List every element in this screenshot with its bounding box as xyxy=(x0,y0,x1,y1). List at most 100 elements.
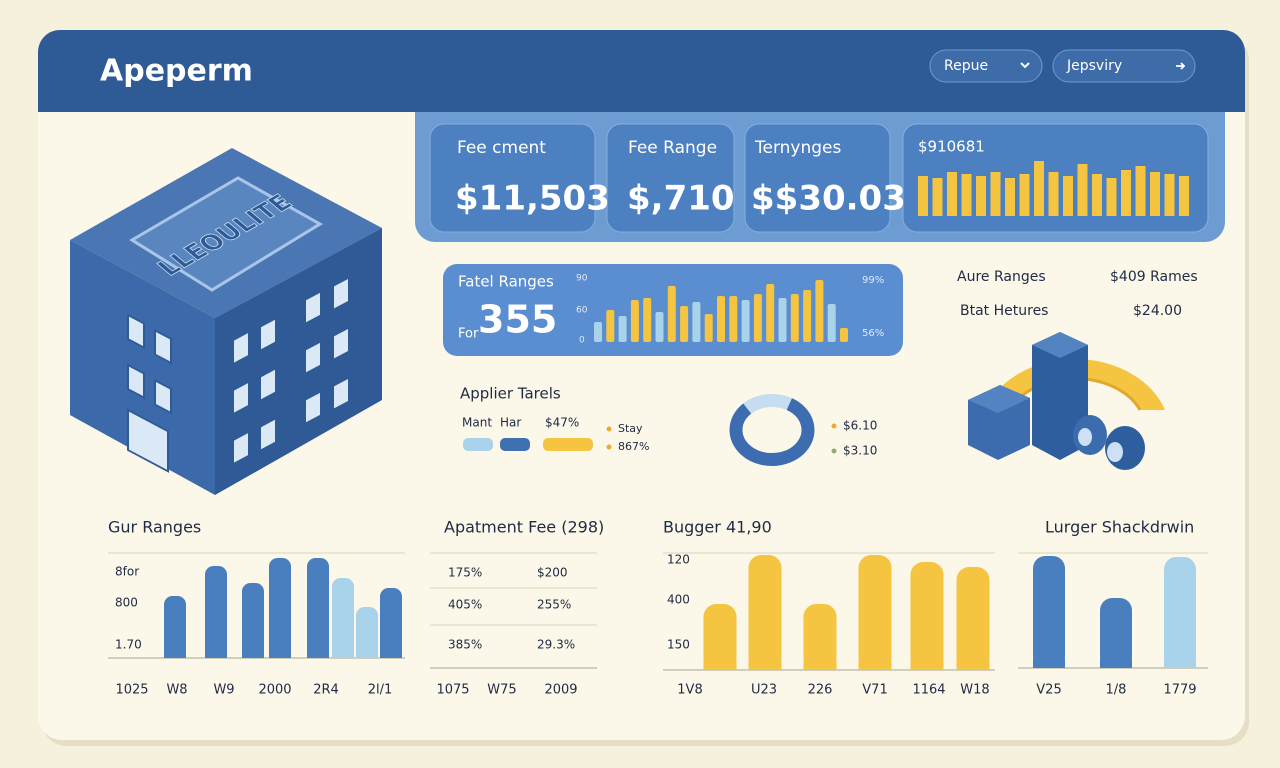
bar xyxy=(748,555,782,670)
bar xyxy=(717,296,725,342)
x-tick-label: V71 xyxy=(862,683,887,698)
bar xyxy=(332,578,354,658)
legend-label: $6.10 xyxy=(843,419,877,433)
bar-foot xyxy=(269,648,291,658)
bar xyxy=(840,328,848,342)
ranges-prefix: For xyxy=(458,327,479,342)
bar-foot xyxy=(1100,658,1132,668)
bar xyxy=(1164,174,1175,216)
bar-foot xyxy=(748,660,782,670)
bar-foot xyxy=(1164,658,1196,668)
bar xyxy=(729,296,738,342)
bar-foot xyxy=(956,660,990,670)
side-value: $409 Rames xyxy=(1110,269,1198,285)
axis-label: 0 xyxy=(579,336,585,346)
bar-foot xyxy=(910,660,944,670)
bar xyxy=(618,316,627,342)
ranges-title: Fatel Ranges xyxy=(458,273,554,291)
table-cell: 405% xyxy=(448,598,482,612)
bar xyxy=(1100,598,1132,668)
x-tick-label: V25 xyxy=(1036,683,1061,698)
bar xyxy=(961,174,972,216)
bar xyxy=(594,322,602,342)
selector-label[interactable]: Jepsviry xyxy=(1066,58,1122,74)
chart-title: Bugger 41,90 xyxy=(663,518,772,537)
bar xyxy=(269,558,291,658)
table-footer: W75 xyxy=(487,683,516,698)
bar xyxy=(932,178,943,216)
bar xyxy=(990,172,1001,216)
bar xyxy=(778,298,787,342)
kpi-card xyxy=(429,123,596,233)
dropdown[interactable] xyxy=(929,49,1043,83)
legend-label: $3.10 xyxy=(843,444,877,458)
bar-foot xyxy=(858,660,892,670)
bar-foot xyxy=(356,648,378,658)
x-tick-label: 1164 xyxy=(912,683,945,698)
bar xyxy=(803,290,812,342)
bar xyxy=(205,566,227,658)
note-dot xyxy=(606,426,612,432)
bar xyxy=(1121,170,1131,216)
kpi-value: $11,503 xyxy=(455,179,610,219)
header-base xyxy=(38,70,1245,112)
bar xyxy=(655,312,664,342)
bar xyxy=(1106,178,1117,216)
bar xyxy=(692,302,701,342)
legend-dot xyxy=(831,423,837,429)
donut-segment xyxy=(743,393,792,414)
bar xyxy=(356,607,378,658)
chevron-icon xyxy=(1020,62,1030,69)
kpi-label: Ternynges xyxy=(754,138,842,158)
bar xyxy=(1048,172,1059,216)
note-label: 867% xyxy=(618,440,649,453)
bar-foot xyxy=(242,648,264,658)
axis-label: 90 xyxy=(576,274,588,284)
bar xyxy=(976,176,986,216)
kpi-value: $$30.03 xyxy=(751,179,906,219)
chart-title: Lurger Shackdrwin xyxy=(1045,518,1194,537)
bar xyxy=(703,604,737,670)
axis-label: 56% xyxy=(862,328,884,339)
bar xyxy=(1005,178,1015,216)
arrow-icon xyxy=(1176,62,1186,70)
applier-title: Applier Tarels xyxy=(460,385,561,403)
legend-dot xyxy=(831,448,837,454)
y-label: 1.70 xyxy=(115,638,142,652)
bar xyxy=(680,306,689,342)
app-title: Apeperm xyxy=(100,54,253,89)
x-tick-label: 1/8 xyxy=(1106,683,1127,698)
side-value: $24.00 xyxy=(1133,303,1182,319)
ranges-value: 355 xyxy=(478,298,557,342)
bar xyxy=(164,596,186,658)
y-label: 120 xyxy=(667,553,690,567)
bar-foot xyxy=(205,648,227,658)
bar xyxy=(790,294,799,342)
bar xyxy=(1164,557,1196,668)
dropdown-label[interactable]: Repue xyxy=(944,58,988,74)
legend-swatch xyxy=(463,438,493,451)
x-tick-label: W18 xyxy=(960,683,989,698)
bar xyxy=(1092,174,1102,216)
x-tick-label: W9 xyxy=(213,683,234,698)
table-footer: 1075 xyxy=(436,683,469,698)
blocks-illustration xyxy=(968,332,1165,470)
selector[interactable] xyxy=(1052,49,1196,83)
x-tick-label: 1025 xyxy=(115,683,148,698)
bar xyxy=(242,583,264,658)
x-tick-label: 1V8 xyxy=(677,683,702,698)
axis-label: 60 xyxy=(576,306,588,316)
axis-label: 99% xyxy=(862,275,884,286)
bar-foot xyxy=(803,660,837,670)
legend-swatch xyxy=(500,438,530,451)
bar xyxy=(753,294,762,342)
bar xyxy=(910,562,944,670)
bar xyxy=(815,280,824,342)
y-label: 150 xyxy=(667,638,690,652)
y-label: 800 xyxy=(115,596,138,610)
bar xyxy=(803,604,837,670)
bar-foot xyxy=(332,648,354,658)
dividers xyxy=(108,552,1208,626)
kpi-card xyxy=(606,123,735,233)
table-cell: 175% xyxy=(448,566,482,580)
